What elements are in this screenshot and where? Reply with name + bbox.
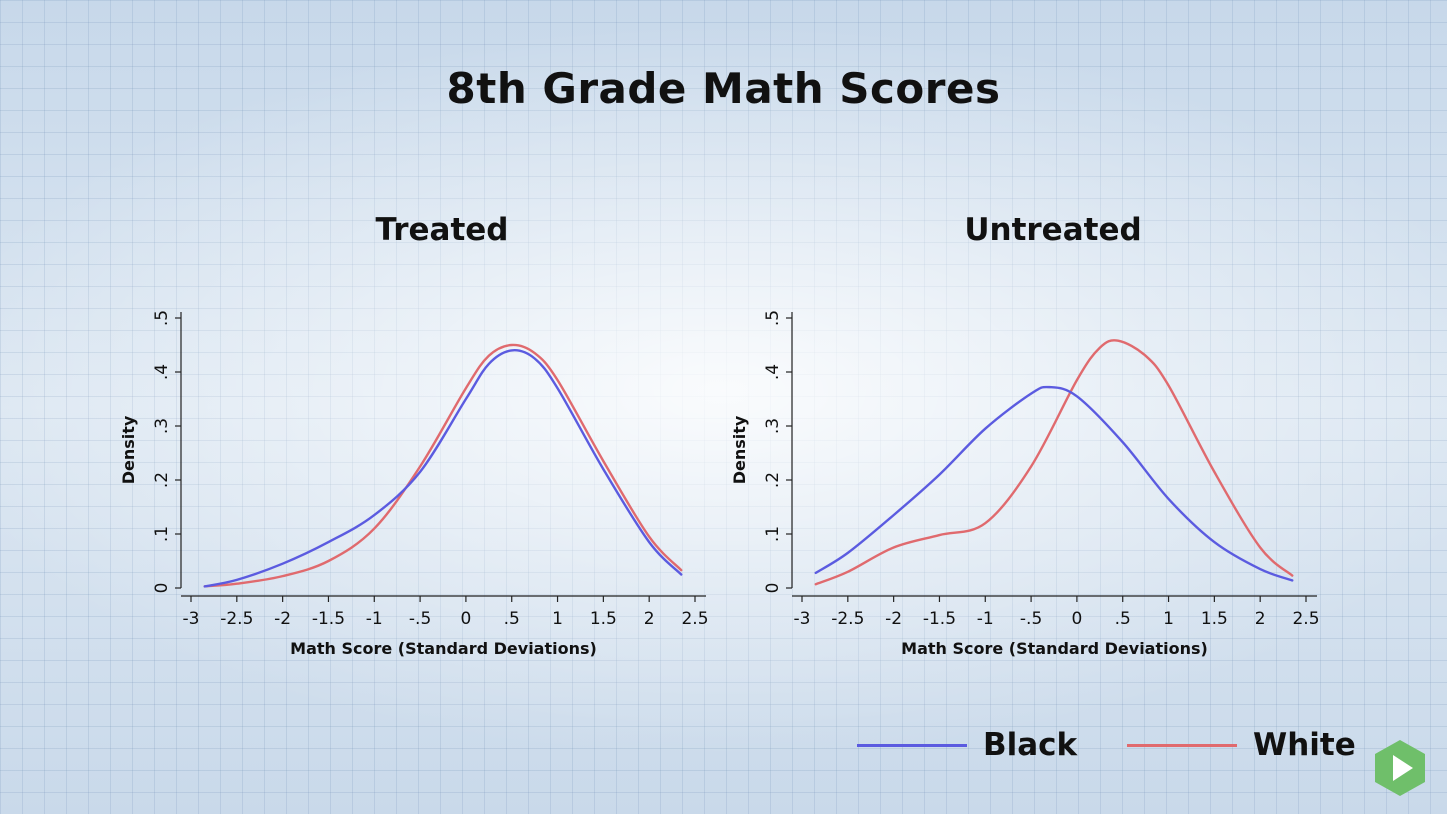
chart-untreated: -3 -2.5 -2 -1.5 -1 -.5 0 .5 1 1.5 2 2.5 0 .1 .2 .3 .4 .5 M… <box>730 310 1320 658</box>
y-tick-label: .5 <box>152 310 172 326</box>
x-tick-label: 0 <box>1071 609 1082 629</box>
x-tick-label: 1 <box>552 609 563 629</box>
series-line-white <box>814 339 1294 586</box>
y-tick-label: .4 <box>763 364 783 380</box>
y-tick-label: .3 <box>763 418 783 434</box>
y-tick-label: 0 <box>763 583 783 594</box>
x-tick-label: 1.5 <box>590 609 617 629</box>
y-tick-label: .5 <box>763 310 783 326</box>
x-tick-label: -3 <box>794 609 811 629</box>
x-tick-label: 2.5 <box>1292 609 1319 629</box>
x-tick-label: -1.5 <box>312 609 345 629</box>
legend-label-black: Black <box>983 727 1078 763</box>
x-tick-label: 0 <box>460 609 471 629</box>
x-tick-label: .5 <box>504 609 520 629</box>
x-tick-label: 2 <box>644 609 655 629</box>
x-tick-label: -1.5 <box>923 609 956 629</box>
x-tick-label: -1 <box>977 609 994 629</box>
y-axis-label: Density <box>730 415 749 484</box>
x-tick-label: 1.5 <box>1201 609 1228 629</box>
chart-title-treated: Treated <box>375 212 509 248</box>
y-tick-label: .3 <box>152 418 172 434</box>
legend-label-white: White <box>1253 727 1356 763</box>
y-tick-label: .1 <box>763 526 783 542</box>
x-tick-label: -2 <box>885 609 902 629</box>
y-tick-label: .4 <box>152 364 172 380</box>
x-tick-label: -.5 <box>1020 609 1042 629</box>
x-tick-label: -2.5 <box>220 609 253 629</box>
legend-item-black: Black <box>857 722 1077 768</box>
x-tick-label: -2 <box>274 609 291 629</box>
x-tick-label: 2 <box>1255 609 1266 629</box>
y-tick-label: .2 <box>763 472 783 488</box>
legend: Black White <box>855 722 1375 768</box>
x-axis-label: Math Score (Standard Deviations) <box>901 639 1208 658</box>
legend-swatch-white <box>1127 743 1237 747</box>
page-title: 8th Grade Math Scores <box>446 64 1001 113</box>
x-tick-label: -2.5 <box>831 609 864 629</box>
x-tick-label: -.5 <box>409 609 431 629</box>
play-button[interactable] <box>1372 738 1428 798</box>
y-tick-label: .1 <box>152 526 172 542</box>
y-tick-label: .2 <box>152 472 172 488</box>
chart-treated: -3 -2.5 -2 -1.5 -1 -.5 0 .5 1 1.5 2 2.5 0 .1 .2 .3 .4 .5 M… <box>119 310 709 658</box>
x-tick-label: .5 <box>1115 609 1131 629</box>
x-tick-label: -3 <box>183 609 200 629</box>
series-line-black <box>814 385 1294 582</box>
legend-item-white: White <box>1127 722 1356 768</box>
y-tick-label: 0 <box>152 583 172 594</box>
chart-title-untreated: Untreated <box>964 212 1142 248</box>
series-line-white <box>203 343 683 588</box>
x-tick-label: 1 <box>1163 609 1174 629</box>
series-line-black <box>203 349 683 588</box>
x-tick-label: 2.5 <box>681 609 708 629</box>
legend-swatch-black <box>857 743 967 747</box>
x-tick-label: -1 <box>366 609 383 629</box>
x-axis-label: Math Score (Standard Deviations) <box>290 639 597 658</box>
play-icon <box>1375 740 1425 796</box>
y-axis-label: Density <box>119 415 138 484</box>
